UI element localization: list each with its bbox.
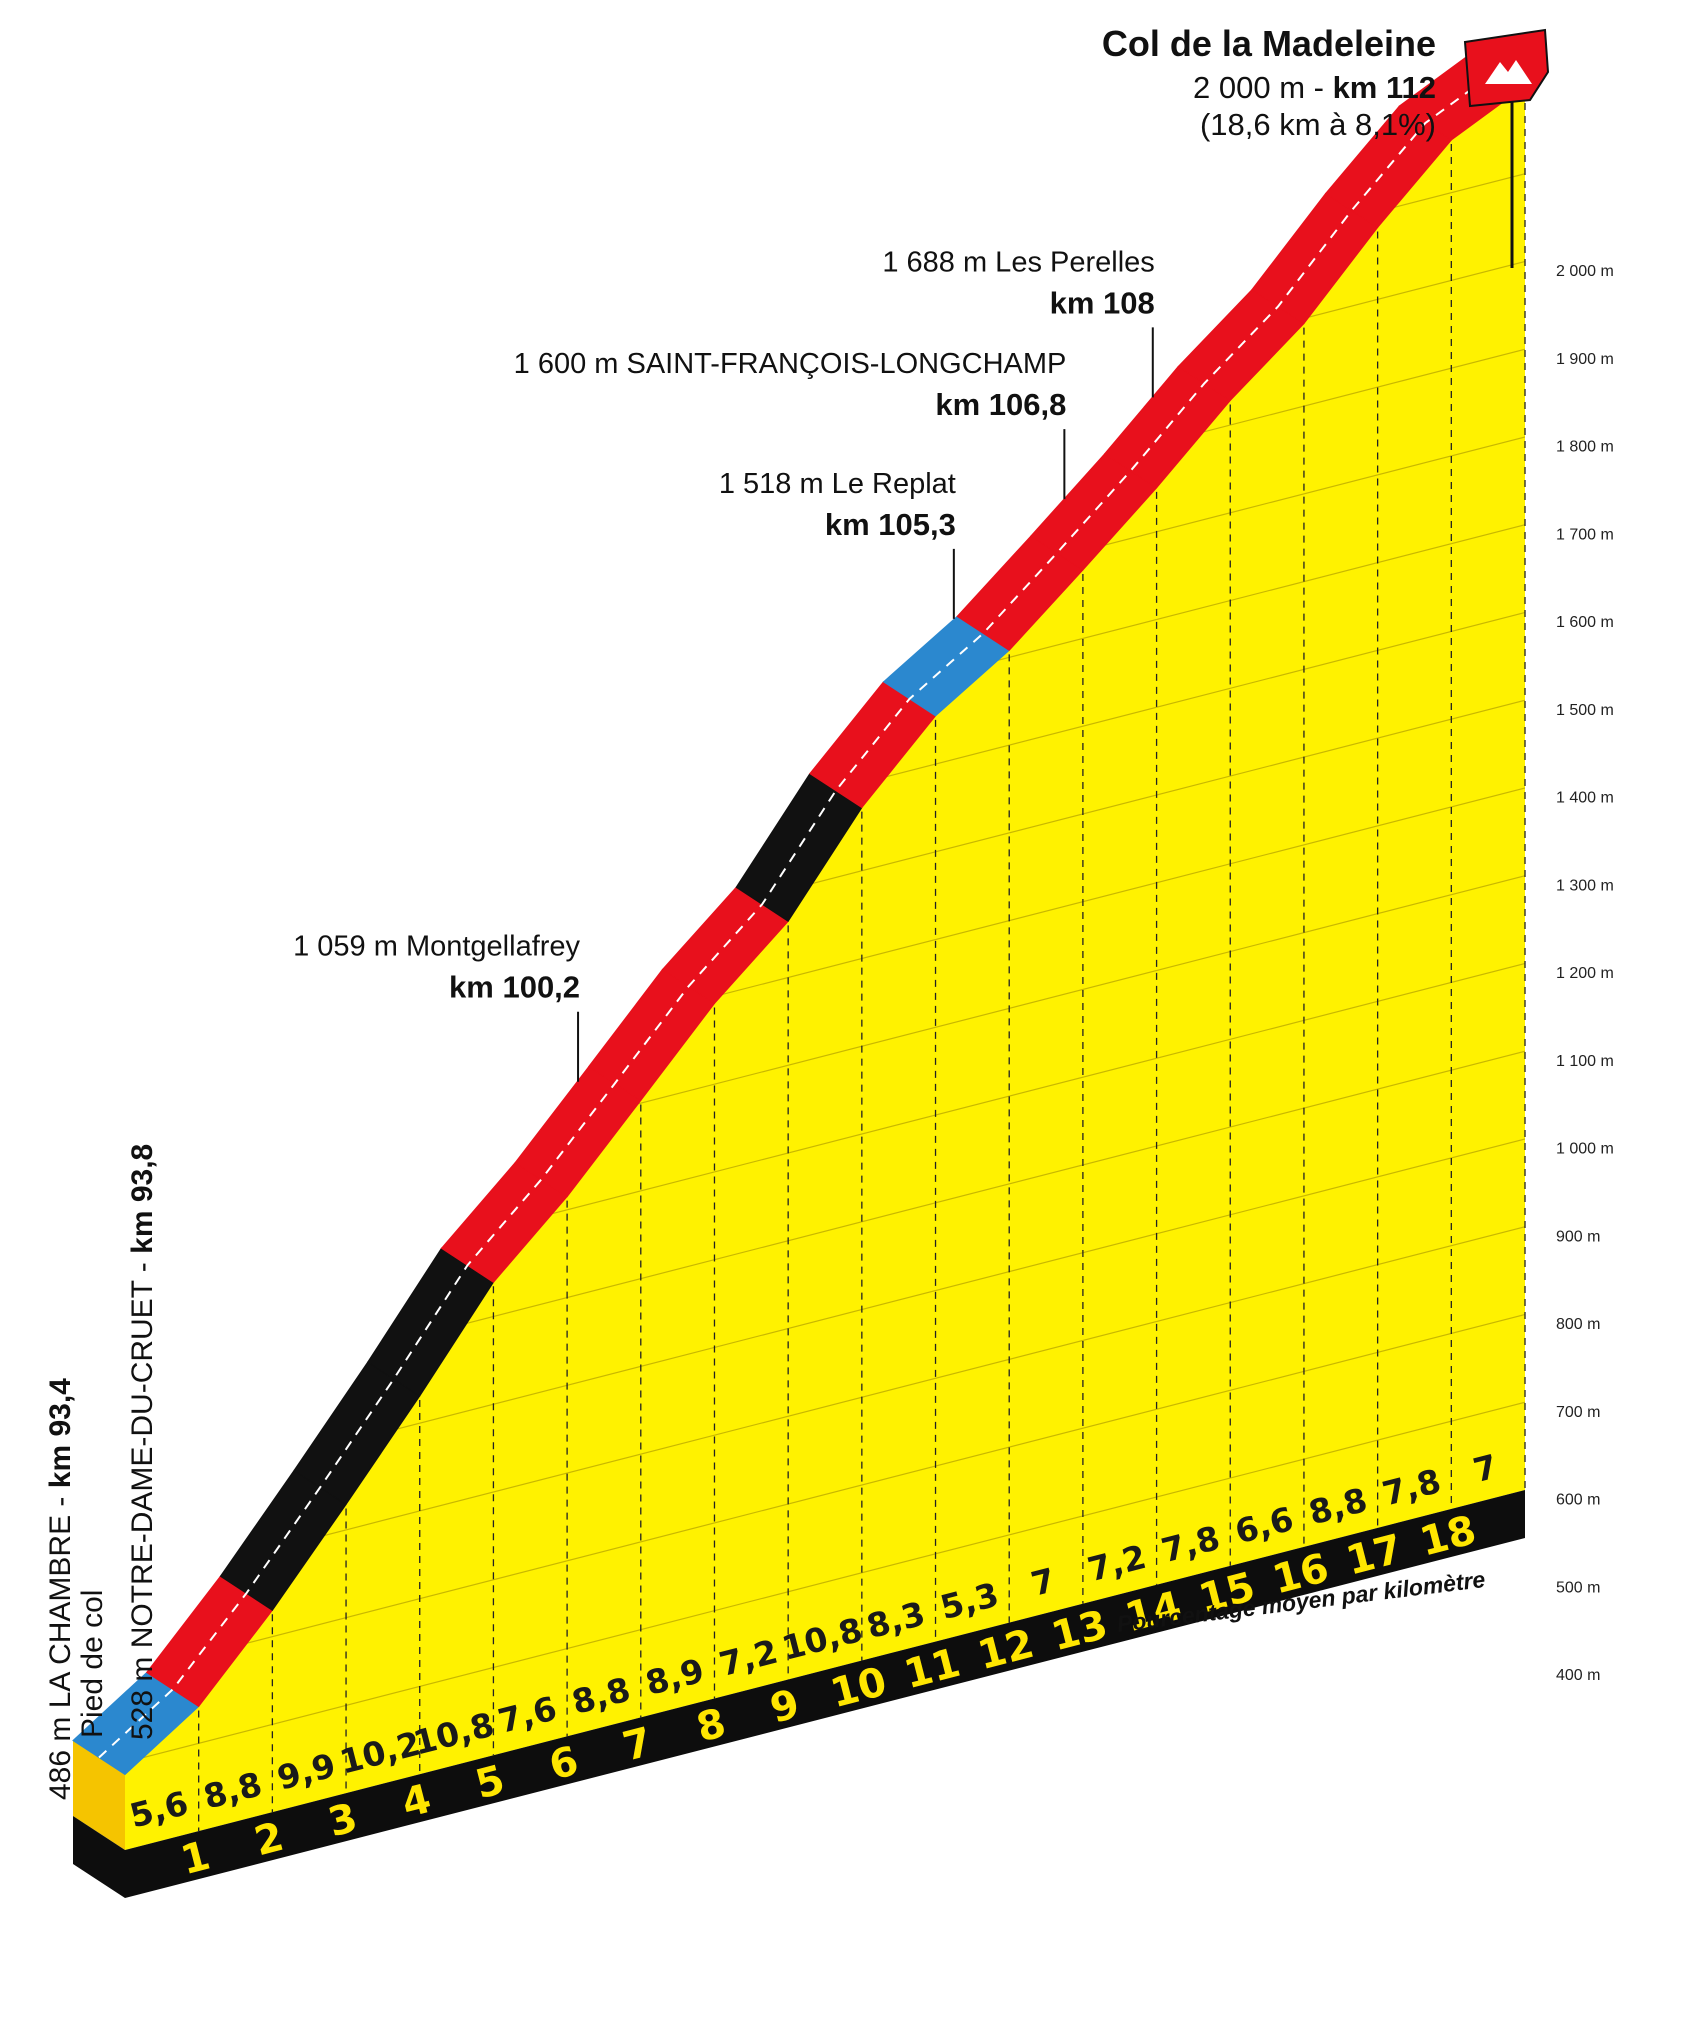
start-label-notre-dame: 528 m NOTRE-DAME-DU-CRUET - km 93,8 bbox=[126, 1144, 159, 1740]
y-tick-label: 1 100 m bbox=[1556, 1053, 1614, 1070]
landmark-km: km 105,3 bbox=[825, 507, 956, 542]
y-tick-label: 500 m bbox=[1556, 1579, 1600, 1596]
landmark-km: km 106,8 bbox=[935, 387, 1066, 422]
landmark-name: 1 688 m Les Perelles bbox=[882, 246, 1154, 278]
y-tick-label: 600 m bbox=[1556, 1492, 1600, 1509]
y-tick-label: 1 000 m bbox=[1556, 1141, 1614, 1158]
y-tick-label: 800 m bbox=[1556, 1316, 1600, 1333]
gridline bbox=[125, 1221, 1525, 1593]
start-label-pied-de-col: Pied de col bbox=[76, 1590, 109, 1738]
y-tick-label: 1 200 m bbox=[1556, 965, 1614, 982]
road-centerline bbox=[98, 68, 1500, 1759]
y-tick-label: 1 400 m bbox=[1556, 790, 1614, 807]
landmark-name: 1 059 m Montgellafrey bbox=[293, 931, 580, 963]
y-tick-label: 1 300 m bbox=[1556, 877, 1614, 894]
km-divider-lines bbox=[198, 90, 1526, 1832]
y-tick-label: 1 700 m bbox=[1556, 526, 1614, 543]
landmark-name: 1 518 m Le Replat bbox=[719, 468, 956, 500]
landmark-km: km 100,2 bbox=[449, 970, 580, 1005]
summit-flag-icon bbox=[1463, 28, 1550, 268]
altitude-axis: 400 m 500 m 600 m 700 m 800 m 900 m 1 000 m 1 1… bbox=[1556, 263, 1614, 1684]
chart-title: Col de la Madeleine bbox=[1102, 23, 1436, 64]
road-segments bbox=[72, 51, 1526, 1776]
landmark-name: 1 600 m SAINT-FRANÇOIS-LONGCHAMP bbox=[514, 348, 1067, 380]
summit-km: km 112 bbox=[1333, 70, 1436, 105]
gridline bbox=[125, 1396, 1525, 1768]
summit-label: Col de la Madeleine 2 000 m - km 112 (18… bbox=[1102, 23, 1436, 142]
landmark-labels: 1 059 m Montgellafrey km 100,2 1 518 m Le … bbox=[293, 246, 1155, 1082]
km-base-slab bbox=[73, 1490, 1525, 1898]
profile-side-face bbox=[73, 1740, 125, 1850]
landmark-km: km 108 bbox=[1050, 285, 1155, 320]
y-tick-label: 1 500 m bbox=[1556, 702, 1614, 719]
y-tick-label: 1 600 m bbox=[1556, 614, 1614, 631]
y-tick-label: 700 m bbox=[1556, 1404, 1600, 1421]
y-tick-label: 400 m bbox=[1556, 1667, 1600, 1684]
y-tick-label: 900 m bbox=[1556, 1228, 1600, 1245]
summit-subtitle: (18,6 km à 8,1%) bbox=[1200, 107, 1436, 142]
start-label-la-chambre: 486 m LA CHAMBRE - km 93,4 bbox=[44, 1378, 77, 1800]
y-tick-label: 2 000 m bbox=[1556, 263, 1614, 280]
summit-altitude: 2 000 m - bbox=[1193, 70, 1333, 105]
summit-altitude-line: 2 000 m - km 112 bbox=[1193, 70, 1436, 105]
gridline bbox=[125, 1308, 1525, 1681]
start-labels: 486 m LA CHAMBRE - km 93,4 Pied de col 5… bbox=[44, 1144, 159, 1800]
y-tick-label: 1 800 m bbox=[1556, 439, 1614, 456]
y-tick-label: 1 900 m bbox=[1556, 351, 1614, 368]
